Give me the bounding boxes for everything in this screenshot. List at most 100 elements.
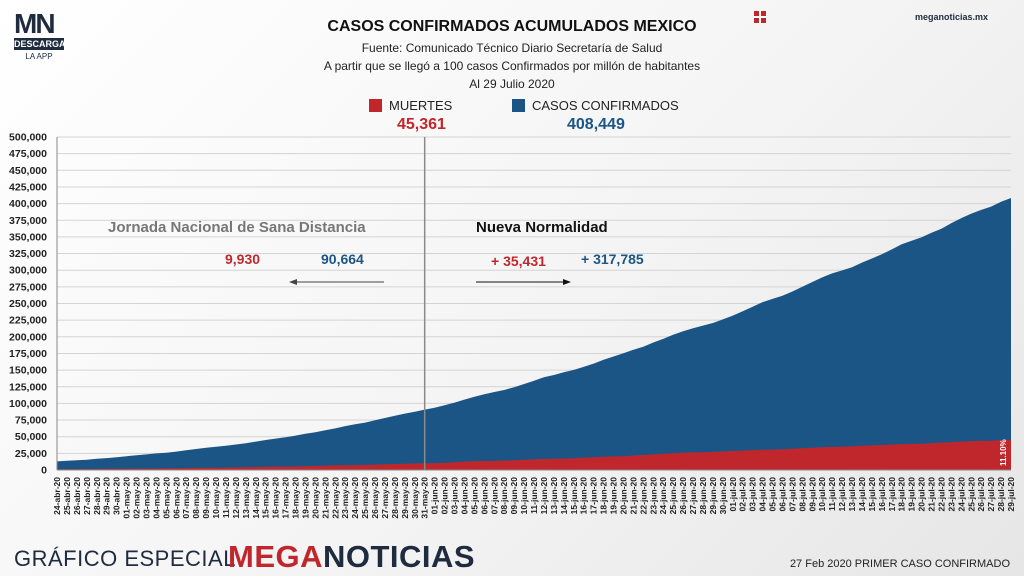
x-tick-label: 10-may-20 xyxy=(211,477,221,519)
phase1-label: Jornada Nacional de Sana Distancia xyxy=(108,219,366,236)
x-tick-label: 04-may-20 xyxy=(151,477,161,519)
y-tick-label: 300,000 xyxy=(9,265,47,277)
phase2-arrowhead xyxy=(563,279,571,285)
x-tick-label: 17-jun-20 xyxy=(589,477,599,515)
x-tick-label: 25-jul-20 xyxy=(966,477,976,512)
deaths-percentage-label: 11.10% xyxy=(999,439,1008,466)
x-tick-label: 20-jun-20 xyxy=(618,477,628,515)
x-tick-label: 14-jun-20 xyxy=(559,477,569,515)
x-tick-label: 15-jun-20 xyxy=(569,477,579,515)
x-tick-label: 26-may-20 xyxy=(370,477,380,519)
x-tick-label: 18-jun-20 xyxy=(599,477,609,515)
chart-basis-note: A partir que se llegó a 100 casos Confir… xyxy=(323,59,701,73)
phase1-cases: 90,664 xyxy=(321,251,364,267)
x-tick-label: 30-abr-20 xyxy=(112,477,122,515)
x-tick-label: 11-may-20 xyxy=(221,477,231,518)
x-tick-label: 29-abr-20 xyxy=(102,477,112,515)
x-tick-label: 04-jul-20 xyxy=(758,477,768,512)
x-tick-label: 28-abr-20 xyxy=(92,477,102,515)
x-tick-label: 02-jun-20 xyxy=(440,477,450,515)
x-tick-label: 01-jul-20 xyxy=(728,477,738,512)
x-tick-label: 08-jun-20 xyxy=(499,477,509,515)
logo-download-label[interactable]: DESCARGA xyxy=(14,38,66,50)
y-tick-label: 125,000 xyxy=(9,381,47,393)
x-tick-label: 05-jul-20 xyxy=(768,477,778,512)
x-tick-label: 27-jul-20 xyxy=(986,477,996,512)
x-tick-label: 13-jun-20 xyxy=(549,477,559,515)
x-tick-label: 20-may-20 xyxy=(310,477,320,519)
x-tick-label: 25-jun-20 xyxy=(668,477,678,515)
chart-series xyxy=(57,198,1011,470)
x-axis-ticks: 24-abr-20 25-abr-20 26-abr-20 27-abr-20 28-a… xyxy=(52,477,1016,519)
x-tick-label: 21-may-20 xyxy=(320,477,330,519)
series-area xyxy=(57,439,1011,470)
x-tick-label: 14-may-20 xyxy=(251,477,261,519)
legend-cases-swatch xyxy=(512,99,525,112)
y-tick-label: 225,000 xyxy=(9,315,47,327)
legend-deaths-total: 45,361 xyxy=(397,116,446,133)
legend-cases-total: 408,449 xyxy=(567,116,625,133)
y-tick-label: 425,000 xyxy=(9,181,47,193)
x-tick-label: 12-may-20 xyxy=(231,477,241,519)
x-tick-label: 23-may-20 xyxy=(340,477,350,519)
x-tick-label: 06-may-20 xyxy=(171,477,181,519)
x-tick-label: 26-jun-20 xyxy=(678,477,688,515)
chart-title: CASOS CONFIRMADOS ACUMULADOS MEXICO xyxy=(327,18,697,35)
x-tick-label: 28-may-20 xyxy=(390,477,400,519)
footer-special-label: GRÁFICO ESPECIAL xyxy=(14,546,236,571)
phase2-deaths: + 35,431 xyxy=(491,253,546,269)
footer-first-case-note: 27 Feb 2020 PRIMER CASO CONFIRMADO xyxy=(789,558,1010,570)
x-tick-label: 11-jul-20 xyxy=(827,477,837,511)
x-tick-label: 03-may-20 xyxy=(141,477,151,519)
x-tick-label: 20-jul-20 xyxy=(917,477,927,512)
x-tick-label: 16-jun-20 xyxy=(579,477,589,515)
x-tick-label: 12-jun-20 xyxy=(539,477,549,515)
x-tick-label: 06-jun-20 xyxy=(479,477,489,515)
phase2-label: Nueva Normalidad xyxy=(476,219,608,236)
x-tick-label: 21-jun-20 xyxy=(628,477,638,515)
x-tick-label: 07-jul-20 xyxy=(787,477,797,512)
x-tick-label: 29-may-20 xyxy=(400,477,410,519)
footer-brand-logo: MEGANOTICIAS xyxy=(228,539,475,575)
x-tick-label: 16-jul-20 xyxy=(877,477,887,512)
x-tick-label: 13-jul-20 xyxy=(847,477,857,512)
x-tick-label: 25-abr-20 xyxy=(62,477,72,515)
x-tick-label: 11-jun-20 xyxy=(529,477,539,514)
x-tick-label: 26-abr-20 xyxy=(72,477,82,515)
x-tick-label: 21-jul-20 xyxy=(927,477,937,512)
y-tick-label: 325,000 xyxy=(9,248,47,260)
x-tick-label: 13-may-20 xyxy=(241,477,251,519)
x-tick-label: 01-jun-20 xyxy=(430,477,440,515)
phase1-arrowhead xyxy=(289,279,297,285)
y-tick-label: 175,000 xyxy=(9,348,47,360)
y-tick-label: 350,000 xyxy=(9,231,47,243)
x-tick-label: 30-jun-20 xyxy=(718,477,728,515)
y-tick-label: 25,000 xyxy=(15,448,47,460)
x-tick-label: 19-may-20 xyxy=(300,477,310,519)
x-tick-label: 17-may-20 xyxy=(281,477,291,519)
series-area xyxy=(57,198,1011,470)
x-tick-label: 08-may-20 xyxy=(191,477,201,519)
y-tick-label: 275,000 xyxy=(9,281,47,293)
x-tick-label: 23-jul-20 xyxy=(946,477,956,512)
y-tick-label: 475,000 xyxy=(9,148,47,160)
x-tick-label: 27-jun-20 xyxy=(688,477,698,515)
x-tick-label: 22-may-20 xyxy=(330,477,340,519)
x-tick-label: 19-jul-20 xyxy=(907,477,917,512)
x-tick-label: 06-jul-20 xyxy=(777,477,787,512)
y-tick-label: 375,000 xyxy=(9,215,47,227)
x-tick-label: 31-may-20 xyxy=(420,477,430,519)
x-tick-label: 10-jun-20 xyxy=(519,477,529,515)
x-tick-label: 28-jul-20 xyxy=(996,477,1006,512)
x-tick-label: 29-jun-20 xyxy=(708,477,718,515)
y-tick-label: 75,000 xyxy=(15,415,47,427)
y-tick-label: 450,000 xyxy=(9,165,47,177)
x-tick-label: 18-may-20 xyxy=(291,477,301,519)
x-tick-label: 23-jun-20 xyxy=(648,477,658,515)
x-tick-label: 24-may-20 xyxy=(350,477,360,519)
app-logo: MN DESCARGA LA APP xyxy=(14,10,66,61)
x-tick-label: 22-jul-20 xyxy=(936,477,946,512)
x-tick-label: 24-jul-20 xyxy=(956,477,966,512)
legend-deaths-label: MUERTES xyxy=(389,98,453,113)
x-tick-label: 10-jul-20 xyxy=(817,477,827,512)
